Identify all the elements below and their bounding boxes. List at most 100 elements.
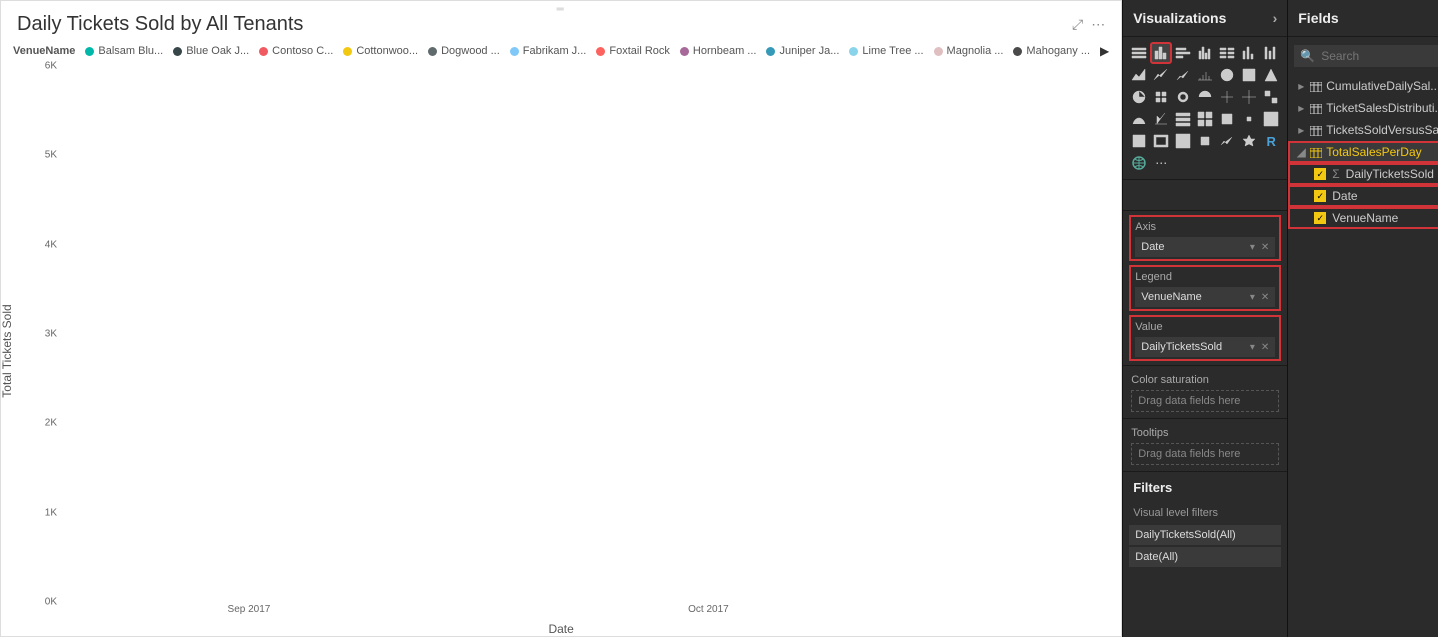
dropdown-icon[interactable]: ▾ bbox=[1250, 292, 1255, 303]
dropdown-icon[interactable]: ▾ bbox=[1250, 342, 1255, 353]
y-tick: 5K bbox=[45, 150, 57, 161]
field-checkbox[interactable]: ✓ bbox=[1314, 190, 1326, 202]
x-tick: Sep 2017 bbox=[228, 604, 271, 615]
viz-type-button[interactable] bbox=[1239, 65, 1259, 85]
viz-type-button[interactable] bbox=[1173, 109, 1193, 129]
field-name: DailyTicketsSold bbox=[1346, 167, 1434, 181]
viz-type-button[interactable] bbox=[1151, 43, 1171, 63]
viz-type-button[interactable] bbox=[1129, 43, 1149, 63]
viz-type-button[interactable] bbox=[1151, 65, 1171, 85]
focus-mode-icon[interactable]: ⤢ bbox=[1072, 16, 1083, 33]
filter-card[interactable]: DailyTicketsSold(All) bbox=[1129, 525, 1281, 545]
field-name: Date bbox=[1332, 189, 1357, 203]
well-field-pill[interactable]: VenueName▾✕ bbox=[1135, 287, 1275, 307]
field-item[interactable]: ✓VenueName bbox=[1288, 207, 1438, 229]
viz-type-button[interactable] bbox=[1239, 109, 1259, 129]
legend-item[interactable]: Contoso C... bbox=[259, 45, 333, 57]
viz-type-button[interactable] bbox=[1239, 87, 1259, 107]
y-tick: 3K bbox=[45, 329, 57, 340]
field-table[interactable]: ◢ TotalSalesPerDay bbox=[1288, 141, 1438, 163]
remove-field-icon[interactable]: ✕ bbox=[1261, 292, 1269, 303]
viz-type-button[interactable] bbox=[1217, 131, 1237, 151]
viz-type-button[interactable] bbox=[1217, 65, 1237, 85]
fields-search[interactable]: 🔍 bbox=[1294, 45, 1438, 67]
filter-level-label: Visual level filters bbox=[1123, 503, 1287, 523]
viz-type-button[interactable] bbox=[1151, 109, 1171, 129]
expand-icon[interactable]: ▸ bbox=[1296, 123, 1306, 137]
visualizations-panel: Visualizations › R⋯ Axis Date▾✕Legend Ve… bbox=[1122, 0, 1287, 637]
viz-type-button[interactable] bbox=[1151, 87, 1171, 107]
viz-type-button[interactable] bbox=[1173, 87, 1193, 107]
color-saturation-dropzone[interactable]: Drag data fields here bbox=[1131, 390, 1279, 412]
viz-type-button[interactable] bbox=[1195, 109, 1215, 129]
viz-type-button[interactable] bbox=[1217, 87, 1237, 107]
legend-item[interactable]: Hornbeam ... bbox=[680, 45, 757, 57]
viz-type-button[interactable] bbox=[1261, 87, 1281, 107]
color-saturation-label: Color saturation bbox=[1131, 372, 1279, 388]
legend-item[interactable]: Foxtail Rock bbox=[596, 45, 670, 57]
viz-type-button[interactable] bbox=[1261, 65, 1281, 85]
viz-type-button[interactable] bbox=[1261, 43, 1281, 63]
chart-legend: VenueName Balsam Blu... Blue Oak J... Cont… bbox=[1, 40, 1121, 66]
fields-search-input[interactable] bbox=[1321, 49, 1438, 63]
viz-type-button[interactable] bbox=[1195, 43, 1215, 63]
resize-grip-icon[interactable]: ═ bbox=[557, 4, 566, 15]
expand-icon[interactable]: ▸ bbox=[1296, 101, 1306, 115]
viz-type-button[interactable] bbox=[1239, 43, 1259, 63]
r-script-visual[interactable]: R bbox=[1261, 131, 1281, 151]
viz-type-button[interactable] bbox=[1129, 65, 1149, 85]
y-tick: 1K bbox=[45, 507, 57, 518]
viz-type-button[interactable] bbox=[1129, 109, 1149, 129]
filter-card[interactable]: Date(All) bbox=[1129, 547, 1281, 567]
viz-type-button[interactable] bbox=[1261, 109, 1281, 129]
field-item[interactable]: ✓ Σ DailyTicketsSold bbox=[1288, 163, 1438, 185]
viz-type-button[interactable] bbox=[1129, 131, 1149, 151]
viz-type-button[interactable] bbox=[1151, 131, 1171, 151]
field-item[interactable]: ✓ Date bbox=[1288, 185, 1438, 207]
legend-scroll-right[interactable]: ▶ bbox=[1100, 44, 1109, 58]
viz-type-button[interactable] bbox=[1195, 131, 1215, 151]
legend-item[interactable]: Juniper Ja... bbox=[766, 45, 839, 57]
remove-field-icon[interactable]: ✕ bbox=[1261, 242, 1269, 253]
viz-type-button[interactable] bbox=[1173, 43, 1193, 63]
viz-type-button[interactable] bbox=[1129, 87, 1149, 107]
field-checkbox[interactable]: ✓ bbox=[1314, 168, 1326, 180]
remove-field-icon[interactable]: ✕ bbox=[1261, 342, 1269, 353]
legend-field-label: VenueName bbox=[13, 45, 75, 57]
tooltips-label: Tooltips bbox=[1131, 425, 1279, 441]
field-table[interactable]: ▸ TicketSalesDistributi... bbox=[1288, 97, 1438, 119]
fields-panel: Fields › 🔍 ▸ CumulativeDailySal...▸ Tick… bbox=[1287, 0, 1438, 637]
legend-item[interactable]: Balsam Blu... bbox=[85, 45, 163, 57]
more-options-icon[interactable]: ⋯ bbox=[1091, 16, 1105, 33]
collapse-viz-panel[interactable]: › bbox=[1273, 10, 1278, 26]
expand-icon[interactable]: ◢ bbox=[1296, 145, 1306, 159]
expand-icon[interactable]: ▸ bbox=[1296, 79, 1306, 93]
well-field-pill[interactable]: Date▾✕ bbox=[1135, 237, 1275, 257]
chart-canvas: ═ Daily Tickets Sold by All Tenants ⤢ ⋯ … bbox=[0, 0, 1122, 637]
field-table[interactable]: ▸ TicketsSoldVersusSa... bbox=[1288, 119, 1438, 141]
legend-item[interactable]: Magnolia ... bbox=[934, 45, 1004, 57]
viz-type-button[interactable] bbox=[1195, 87, 1215, 107]
legend-item[interactable]: Fabrikam J... bbox=[510, 45, 587, 57]
viz-type-button[interactable] bbox=[1217, 109, 1237, 129]
legend-item[interactable]: Lime Tree ... bbox=[849, 45, 923, 57]
sigma-icon: Σ bbox=[1332, 167, 1339, 181]
viz-type-button[interactable] bbox=[1173, 131, 1193, 151]
dropdown-icon[interactable]: ▾ bbox=[1250, 242, 1255, 253]
viz-type-button[interactable] bbox=[1217, 43, 1237, 63]
field-checkbox[interactable]: ✓ bbox=[1314, 212, 1326, 224]
field-table[interactable]: ▸ CumulativeDailySal... bbox=[1288, 75, 1438, 97]
arcgis-visual[interactable] bbox=[1129, 153, 1149, 173]
legend-item[interactable]: Blue Oak J... bbox=[173, 45, 249, 57]
chart-title: Daily Tickets Sold by All Tenants bbox=[17, 13, 303, 36]
legend-item[interactable]: Mahogany ... bbox=[1013, 45, 1090, 57]
more-visuals[interactable]: ⋯ bbox=[1151, 153, 1171, 173]
viz-type-button[interactable] bbox=[1173, 65, 1193, 85]
tooltips-dropzone[interactable]: Drag data fields here bbox=[1131, 443, 1279, 465]
well-field-pill[interactable]: DailyTicketsSold▾✕ bbox=[1135, 337, 1275, 357]
viz-type-button[interactable] bbox=[1239, 131, 1259, 151]
legend-item[interactable]: Cottonwoo... bbox=[343, 45, 418, 57]
viz-type-button[interactable] bbox=[1195, 65, 1215, 85]
y-tick: 6K bbox=[45, 61, 57, 72]
legend-item[interactable]: Dogwood ... bbox=[428, 45, 500, 57]
